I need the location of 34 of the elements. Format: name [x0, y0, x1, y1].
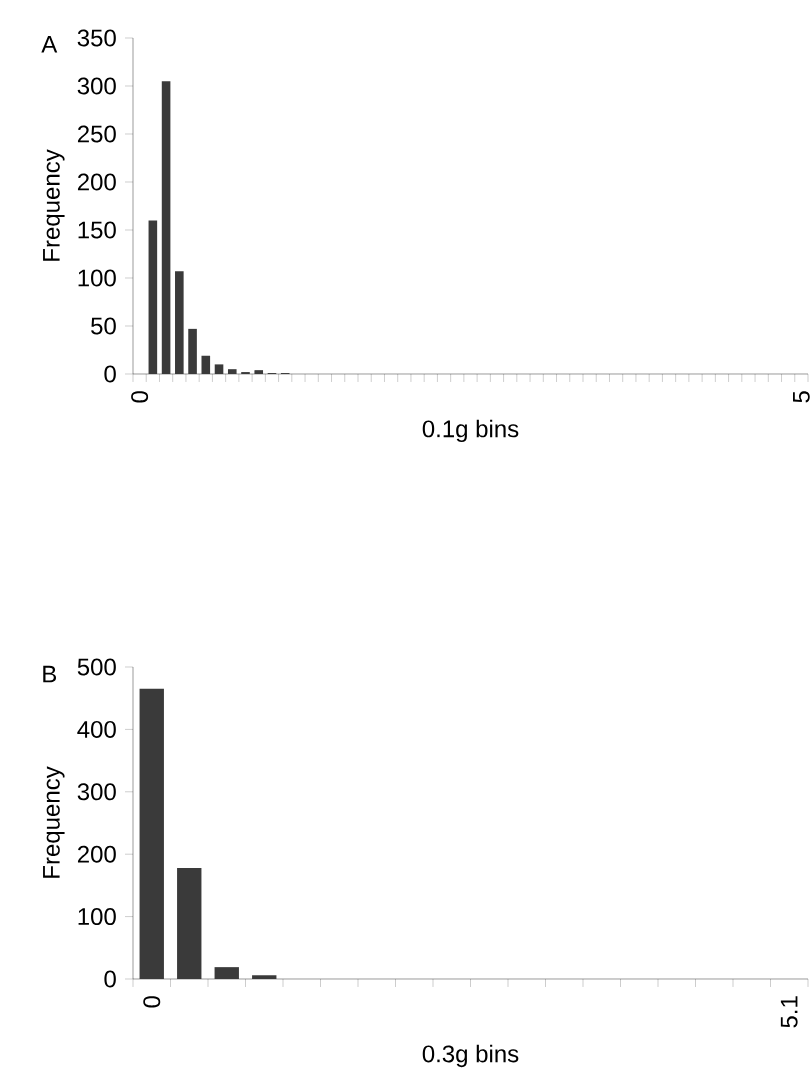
x-axis-title: 0.3g bins: [422, 1044, 519, 1068]
bar: [201, 355, 211, 374]
x-axis-title: 0.1g bins: [422, 419, 519, 443]
y-axis-title: Frequency: [43, 766, 65, 878]
y-tick-label: 500: [77, 658, 116, 676]
bar: [252, 975, 277, 979]
bar: [148, 220, 158, 374]
y-tick-label: 100: [78, 269, 116, 287]
bar: [177, 867, 202, 979]
bar: [161, 81, 171, 374]
x-tick-label: 5.1: [780, 996, 798, 1028]
y-tick-label: 150: [78, 221, 116, 239]
bar: [214, 364, 224, 374]
y-tick-label: 250: [77, 125, 116, 143]
y-tick-label: 350: [77, 29, 116, 47]
y-tick-label: 0: [104, 365, 116, 383]
y-tick-label: 100: [78, 908, 116, 926]
y-tick-label: 200: [77, 173, 116, 191]
bar: [254, 370, 264, 374]
y-tick-label: 200: [77, 845, 116, 863]
bar: [227, 369, 237, 374]
y-tick-label: 50: [91, 317, 116, 335]
y-tick-label: 300: [77, 77, 116, 95]
text: B: [43, 665, 57, 683]
bar: [214, 967, 239, 979]
y-tick-label: 0: [104, 970, 116, 988]
bar: [139, 688, 164, 979]
y-tick-label: 300: [77, 783, 116, 801]
y-axis-title: Frequency: [43, 149, 65, 261]
bar: [188, 328, 197, 374]
x-tick-label: 5: [793, 391, 810, 403]
text: A: [41, 36, 58, 53]
y-tick-label: 400: [77, 720, 116, 738]
bar: [175, 271, 184, 374]
